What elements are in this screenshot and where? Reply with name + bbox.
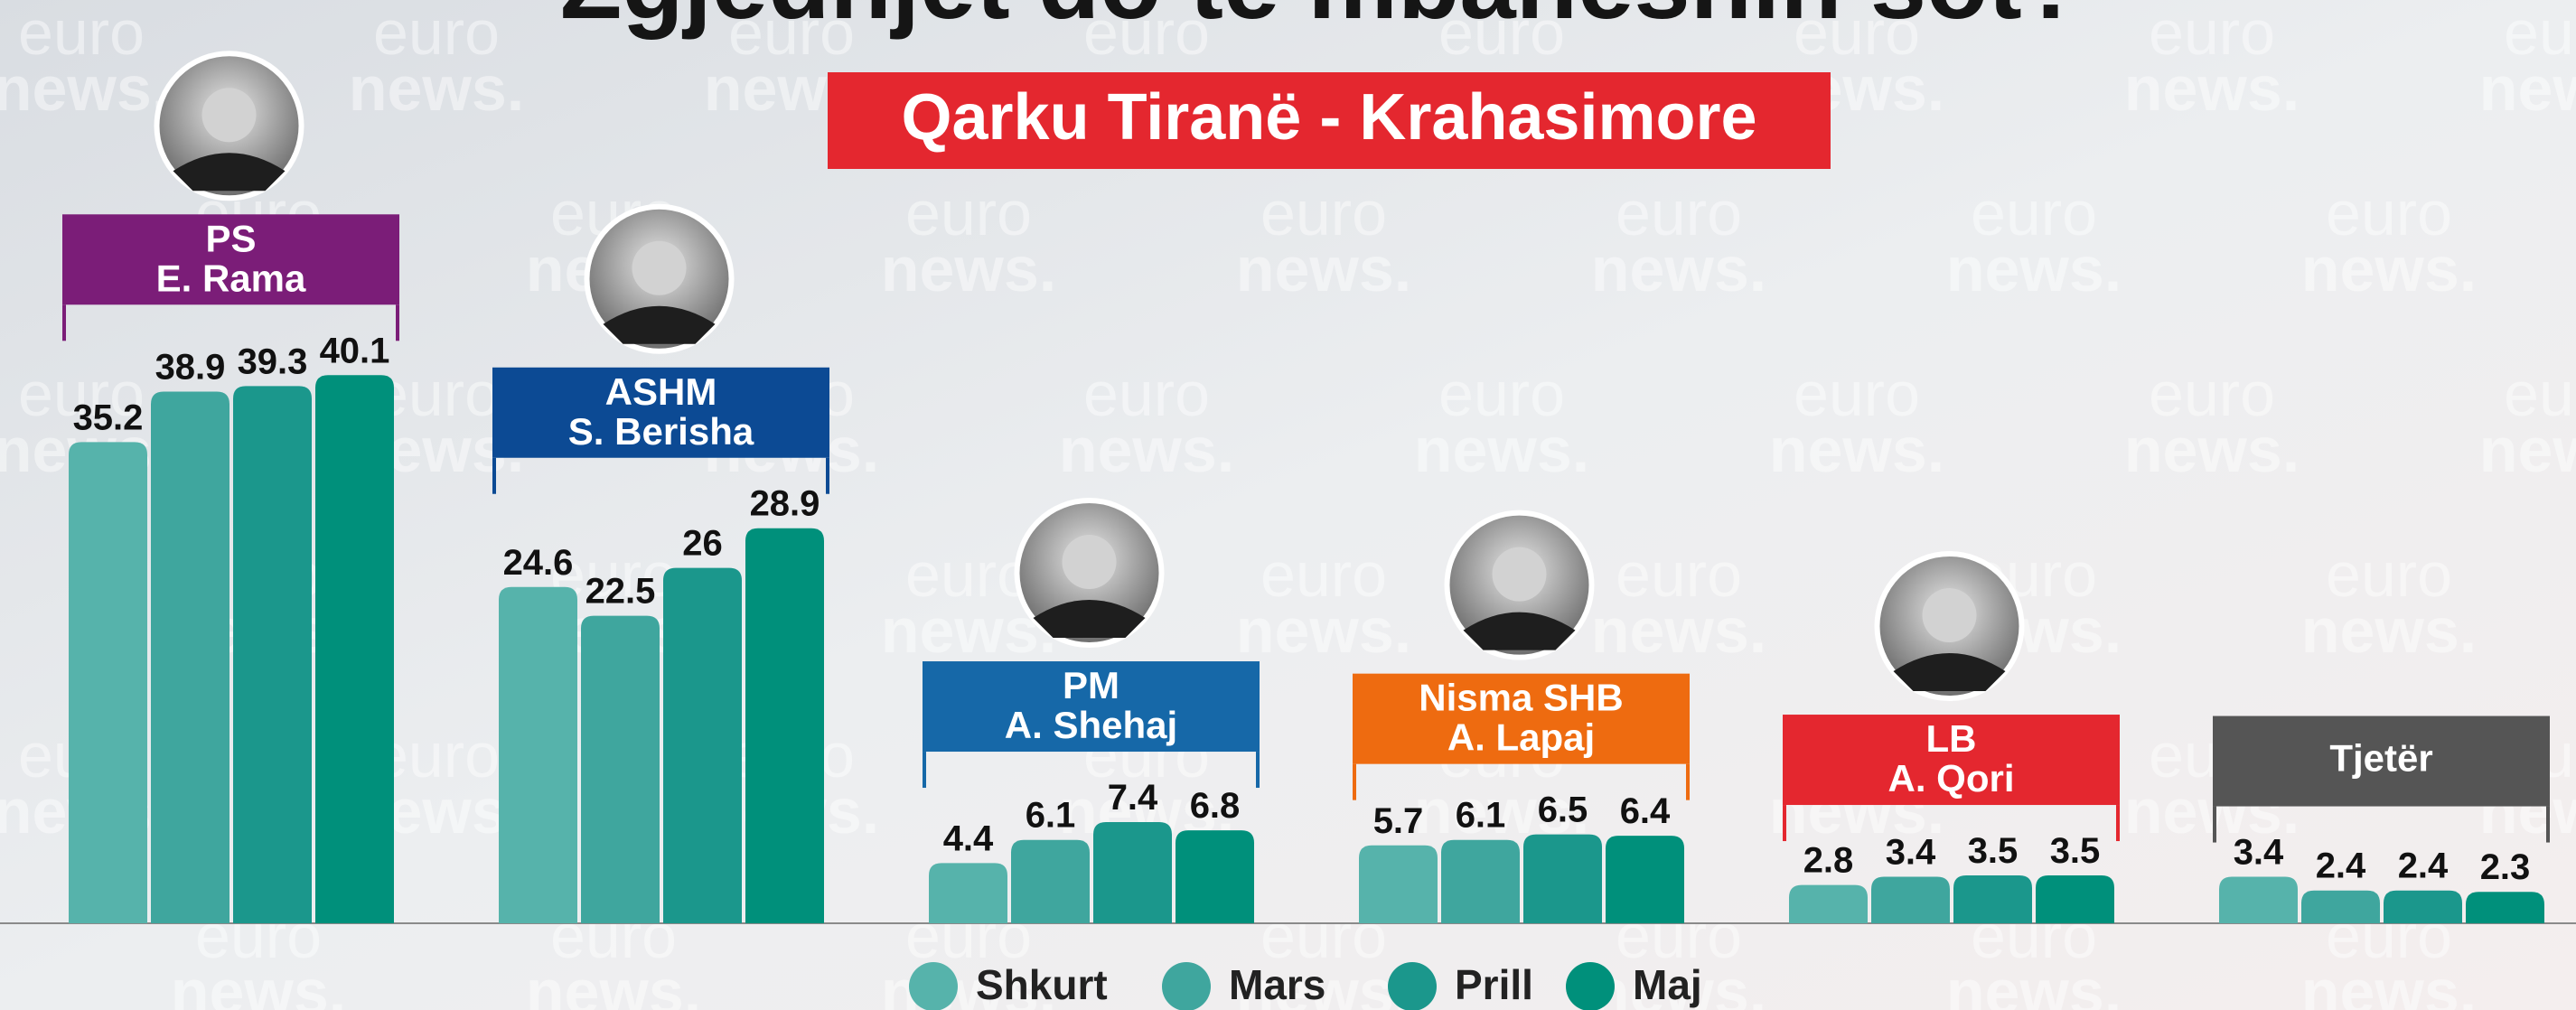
bar: [1871, 877, 1950, 923]
watermark: news.: [1591, 234, 1767, 304]
bar: [2301, 891, 2380, 923]
watermark: news.: [881, 234, 1057, 304]
value-label: 40.1: [320, 331, 390, 370]
bar: [1953, 875, 2032, 923]
bar: [929, 863, 1007, 923]
bar: [1789, 885, 1868, 923]
value-label: 22.5: [585, 572, 656, 612]
category-label: Tjetër: [2329, 737, 2432, 780]
watermark: news.: [2479, 415, 2576, 485]
watermark: news.: [349, 53, 525, 124]
leader-label: S. Berisha: [568, 410, 754, 453]
value-label: 28.9: [750, 484, 820, 524]
leader-label: A. Lapaj: [1447, 716, 1595, 759]
bar: [1523, 835, 1602, 923]
legend-label: Shkurt: [976, 961, 1108, 1008]
watermark: news.: [2301, 234, 2478, 304]
bar: [663, 568, 742, 923]
category-label: LB: [1926, 717, 1977, 760]
value-label: 35.2: [73, 397, 144, 437]
bar: [1093, 822, 1172, 923]
value-label: 6.1: [1026, 796, 1076, 836]
bar: [1176, 830, 1254, 923]
legend-label: Prill: [1455, 961, 1533, 1008]
legend-label: Maj: [1633, 961, 1702, 1008]
category-label: PM: [1063, 664, 1119, 706]
value-label: 39.3: [238, 341, 308, 381]
bar: [315, 375, 394, 923]
bar: [2036, 875, 2114, 923]
watermark: news.: [2479, 53, 2576, 124]
watermark: news.: [2301, 957, 2478, 1010]
bar: [2219, 877, 2298, 923]
chart-subtitle: Qarku Tiranë - Krahasimore: [901, 81, 1756, 154]
bar: [1011, 840, 1090, 923]
legend-marker: [1388, 962, 1437, 1010]
leader-label: E. Rama: [156, 257, 306, 299]
value-label: 5.7: [1373, 801, 1424, 841]
bar: [2384, 891, 2462, 923]
bar: [2466, 892, 2544, 923]
leader-label: A. Shehaj: [1005, 704, 1177, 746]
bar: [1606, 836, 1684, 923]
category-label: ASHM: [605, 370, 717, 413]
value-label: 2.3: [2480, 847, 2531, 887]
bar: [745, 528, 824, 923]
legend-marker: [1162, 962, 1211, 1010]
value-label: 6.1: [1456, 796, 1506, 836]
value-label: 6.4: [1620, 791, 1671, 831]
value-label: 26: [682, 524, 723, 564]
watermark: news.: [2124, 415, 2300, 485]
watermark: news.: [526, 957, 702, 1010]
watermark: news.: [2124, 53, 2300, 124]
bar: [151, 391, 229, 923]
value-label: 4.4: [943, 818, 994, 858]
bar: [233, 386, 312, 923]
watermark: news.: [171, 957, 347, 1010]
photo-head: [1063, 535, 1117, 589]
bar: [1359, 846, 1438, 923]
value-label: 38.9: [155, 347, 226, 387]
watermark: news.: [1059, 415, 1235, 485]
watermark: news.: [1946, 234, 2122, 304]
watermark: news.: [1946, 957, 2122, 1010]
watermark: news.: [1236, 234, 1412, 304]
photo-head: [1493, 547, 1547, 602]
watermark: news.: [1769, 415, 1945, 485]
value-label: 2.8: [1803, 841, 1854, 881]
watermark: news.: [1414, 415, 1590, 485]
category-label: Nisma SHB: [1419, 677, 1623, 719]
bar: [1441, 840, 1520, 923]
bar: [499, 587, 577, 923]
value-label: 6.8: [1190, 786, 1241, 826]
value-label: 24.6: [503, 543, 574, 583]
bar: [581, 616, 660, 923]
value-label: 3.4: [1886, 833, 1936, 873]
photo-head: [632, 241, 687, 295]
leader-label: A. Qori: [1888, 757, 2014, 800]
value-label: 3.4: [2234, 833, 2284, 873]
legend-marker: [1566, 962, 1615, 1010]
value-label: 6.5: [1538, 790, 1588, 830]
chart: euronews.euronews.euronews.euronews.euro…: [0, 0, 2576, 1010]
value-label: 7.4: [1108, 778, 1158, 818]
photo-head: [202, 88, 257, 142]
bar: [69, 442, 147, 923]
value-label: 3.5: [1968, 831, 2019, 871]
watermark: news.: [0, 53, 169, 124]
watermark: news.: [1236, 595, 1412, 666]
legend-marker: [909, 962, 958, 1010]
category-label: PS: [205, 217, 256, 259]
watermark: news.: [1591, 595, 1767, 666]
value-label: 2.4: [2316, 846, 2366, 886]
chart-title: Zgjedhjet do të mbaheshin sot?: [560, 0, 2084, 40]
watermark: news.: [2301, 595, 2478, 666]
value-label: 3.5: [2050, 831, 2101, 871]
legend-label: Mars: [1229, 961, 1325, 1008]
value-label: 2.4: [2398, 846, 2449, 886]
photo-head: [1923, 588, 1977, 642]
